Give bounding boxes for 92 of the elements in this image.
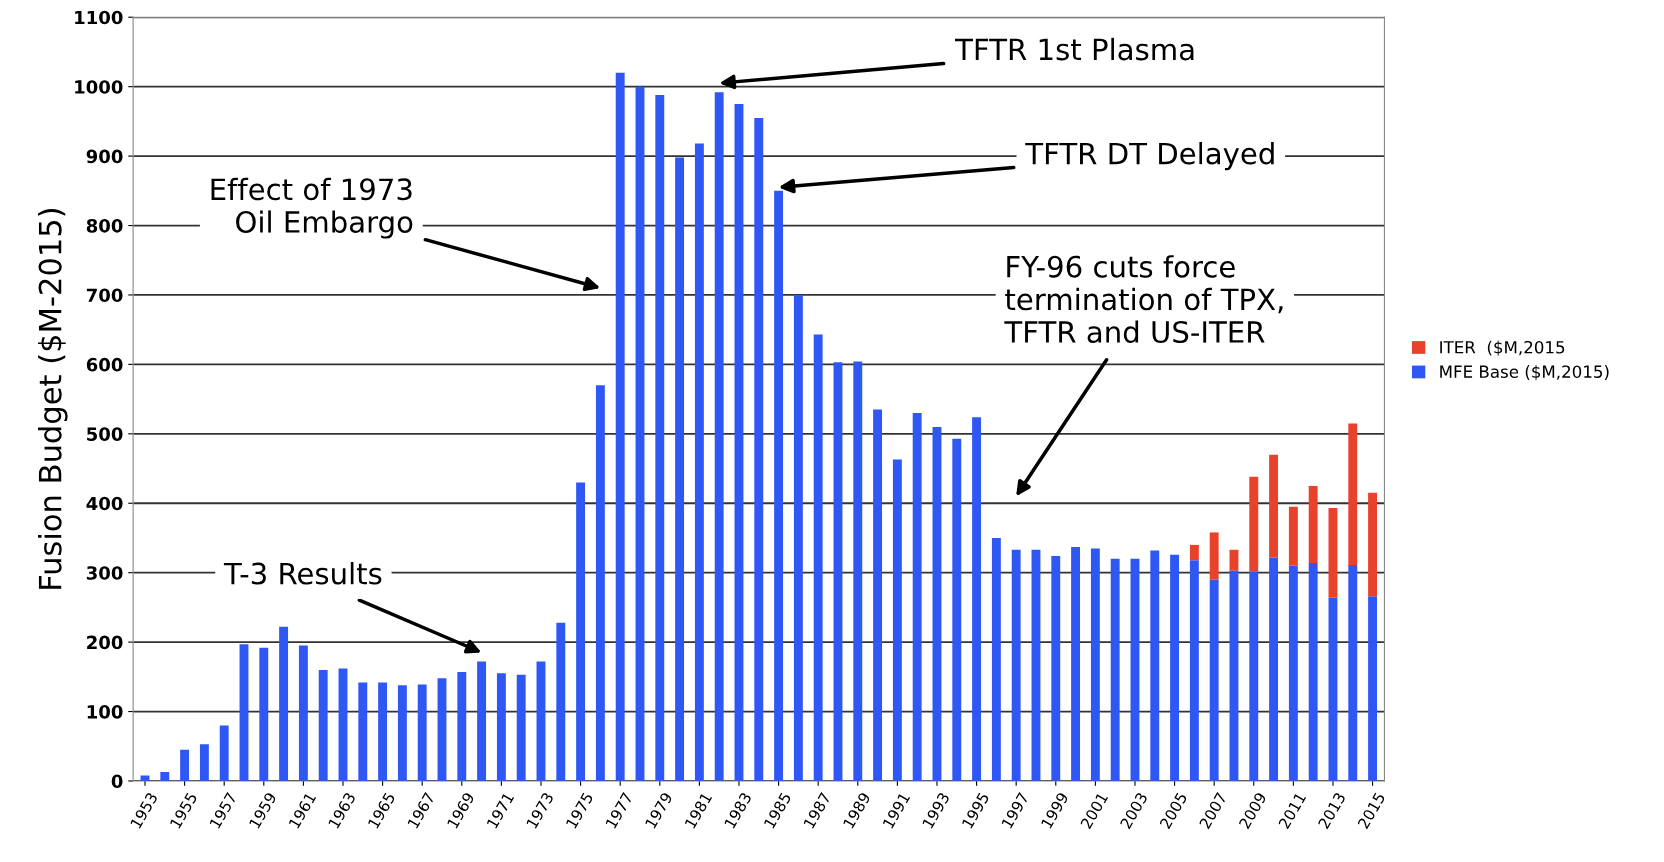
legend-label: MFE Base ($M,2015) — [1440, 365, 1609, 381]
bar — [180, 749, 190, 781]
bar — [694, 143, 704, 781]
bar — [932, 426, 942, 781]
y-tick-label: 500 — [87, 427, 123, 441]
bar — [318, 669, 328, 781]
annotation: FY-96 cuts force termination of TPX, TFTR and US-ITER — [1004, 255, 1283, 344]
bar — [378, 682, 388, 781]
bar — [1110, 558, 1120, 781]
bar — [952, 438, 962, 781]
bar — [1348, 565, 1358, 781]
bar — [1288, 565, 1298, 781]
annotation: T-3 Results — [223, 562, 382, 585]
bar — [655, 95, 665, 781]
bar — [1170, 554, 1180, 781]
bar — [556, 622, 566, 781]
bar — [1229, 549, 1239, 571]
bar — [1209, 579, 1219, 781]
bar — [1189, 560, 1199, 781]
bar — [1368, 492, 1378, 597]
bar — [496, 673, 506, 781]
legend-label: ITER ($M,2015 — [1440, 340, 1565, 356]
bar — [734, 104, 744, 781]
bar — [477, 661, 487, 781]
bar — [892, 459, 902, 781]
bar — [1189, 544, 1199, 561]
bar — [457, 671, 467, 781]
bar — [1308, 562, 1318, 781]
y-tick-label: 0 — [111, 774, 123, 789]
bar — [1011, 549, 1021, 781]
bar — [259, 647, 269, 781]
bar — [1130, 558, 1140, 781]
bar — [397, 685, 407, 781]
bar — [516, 674, 526, 781]
annotation: TFTR DT Delayed — [1025, 141, 1274, 171]
bar — [912, 412, 922, 781]
y-tick-label: 1100 — [75, 10, 123, 25]
y-tick-label: 100 — [87, 705, 123, 719]
y-axis-title: Fusion Budget ($M-2015) — [38, 208, 68, 589]
bar — [298, 645, 308, 781]
y-tick-label: 200 — [87, 635, 123, 650]
bar — [754, 117, 764, 781]
bar — [239, 644, 249, 781]
bar — [714, 92, 724, 781]
bar — [1328, 597, 1338, 781]
bar — [1368, 596, 1378, 781]
bar — [437, 678, 447, 781]
bar — [972, 417, 982, 781]
bar — [417, 684, 427, 781]
y-tick-label: 400 — [86, 496, 123, 511]
bar — [1150, 550, 1160, 781]
bar — [1328, 508, 1338, 598]
bar — [358, 682, 368, 781]
y-tick-label: 1000 — [75, 80, 123, 94]
bar — [199, 744, 209, 781]
bar — [1288, 506, 1298, 566]
y-tick-label: 700 — [86, 288, 123, 303]
bar — [576, 482, 586, 781]
bar — [1269, 454, 1279, 558]
bar — [279, 626, 289, 781]
bar — [873, 409, 883, 781]
bar — [1051, 556, 1061, 781]
bar — [1249, 571, 1259, 781]
y-tick-label: 900 — [86, 149, 123, 164]
bar — [635, 86, 645, 781]
bar — [1269, 557, 1279, 781]
bar — [140, 775, 150, 781]
bar — [774, 190, 784, 781]
bar — [675, 157, 685, 781]
bar — [1308, 485, 1318, 563]
bar — [595, 385, 605, 781]
bar — [160, 771, 170, 781]
bar — [1249, 476, 1259, 572]
bar — [1071, 546, 1081, 781]
bar — [833, 362, 843, 781]
bar — [1209, 532, 1219, 580]
bar — [853, 361, 863, 781]
bar — [615, 72, 625, 781]
bar — [1031, 549, 1041, 781]
bar — [793, 294, 803, 781]
bar — [813, 334, 823, 781]
bar — [1348, 423, 1358, 566]
y-tick-label: 300 — [86, 566, 123, 580]
bar — [219, 725, 229, 781]
y-tick-label: 800 — [86, 218, 123, 233]
bar — [338, 668, 348, 781]
bar — [1229, 570, 1239, 781]
bar — [1090, 548, 1100, 781]
annotation: TFTR 1st Plasma — [955, 37, 1194, 61]
bar — [991, 537, 1001, 781]
annotation: Effect of 1973 Oil Embargo — [211, 177, 413, 239]
y-tick-label: 600 — [86, 357, 123, 372]
